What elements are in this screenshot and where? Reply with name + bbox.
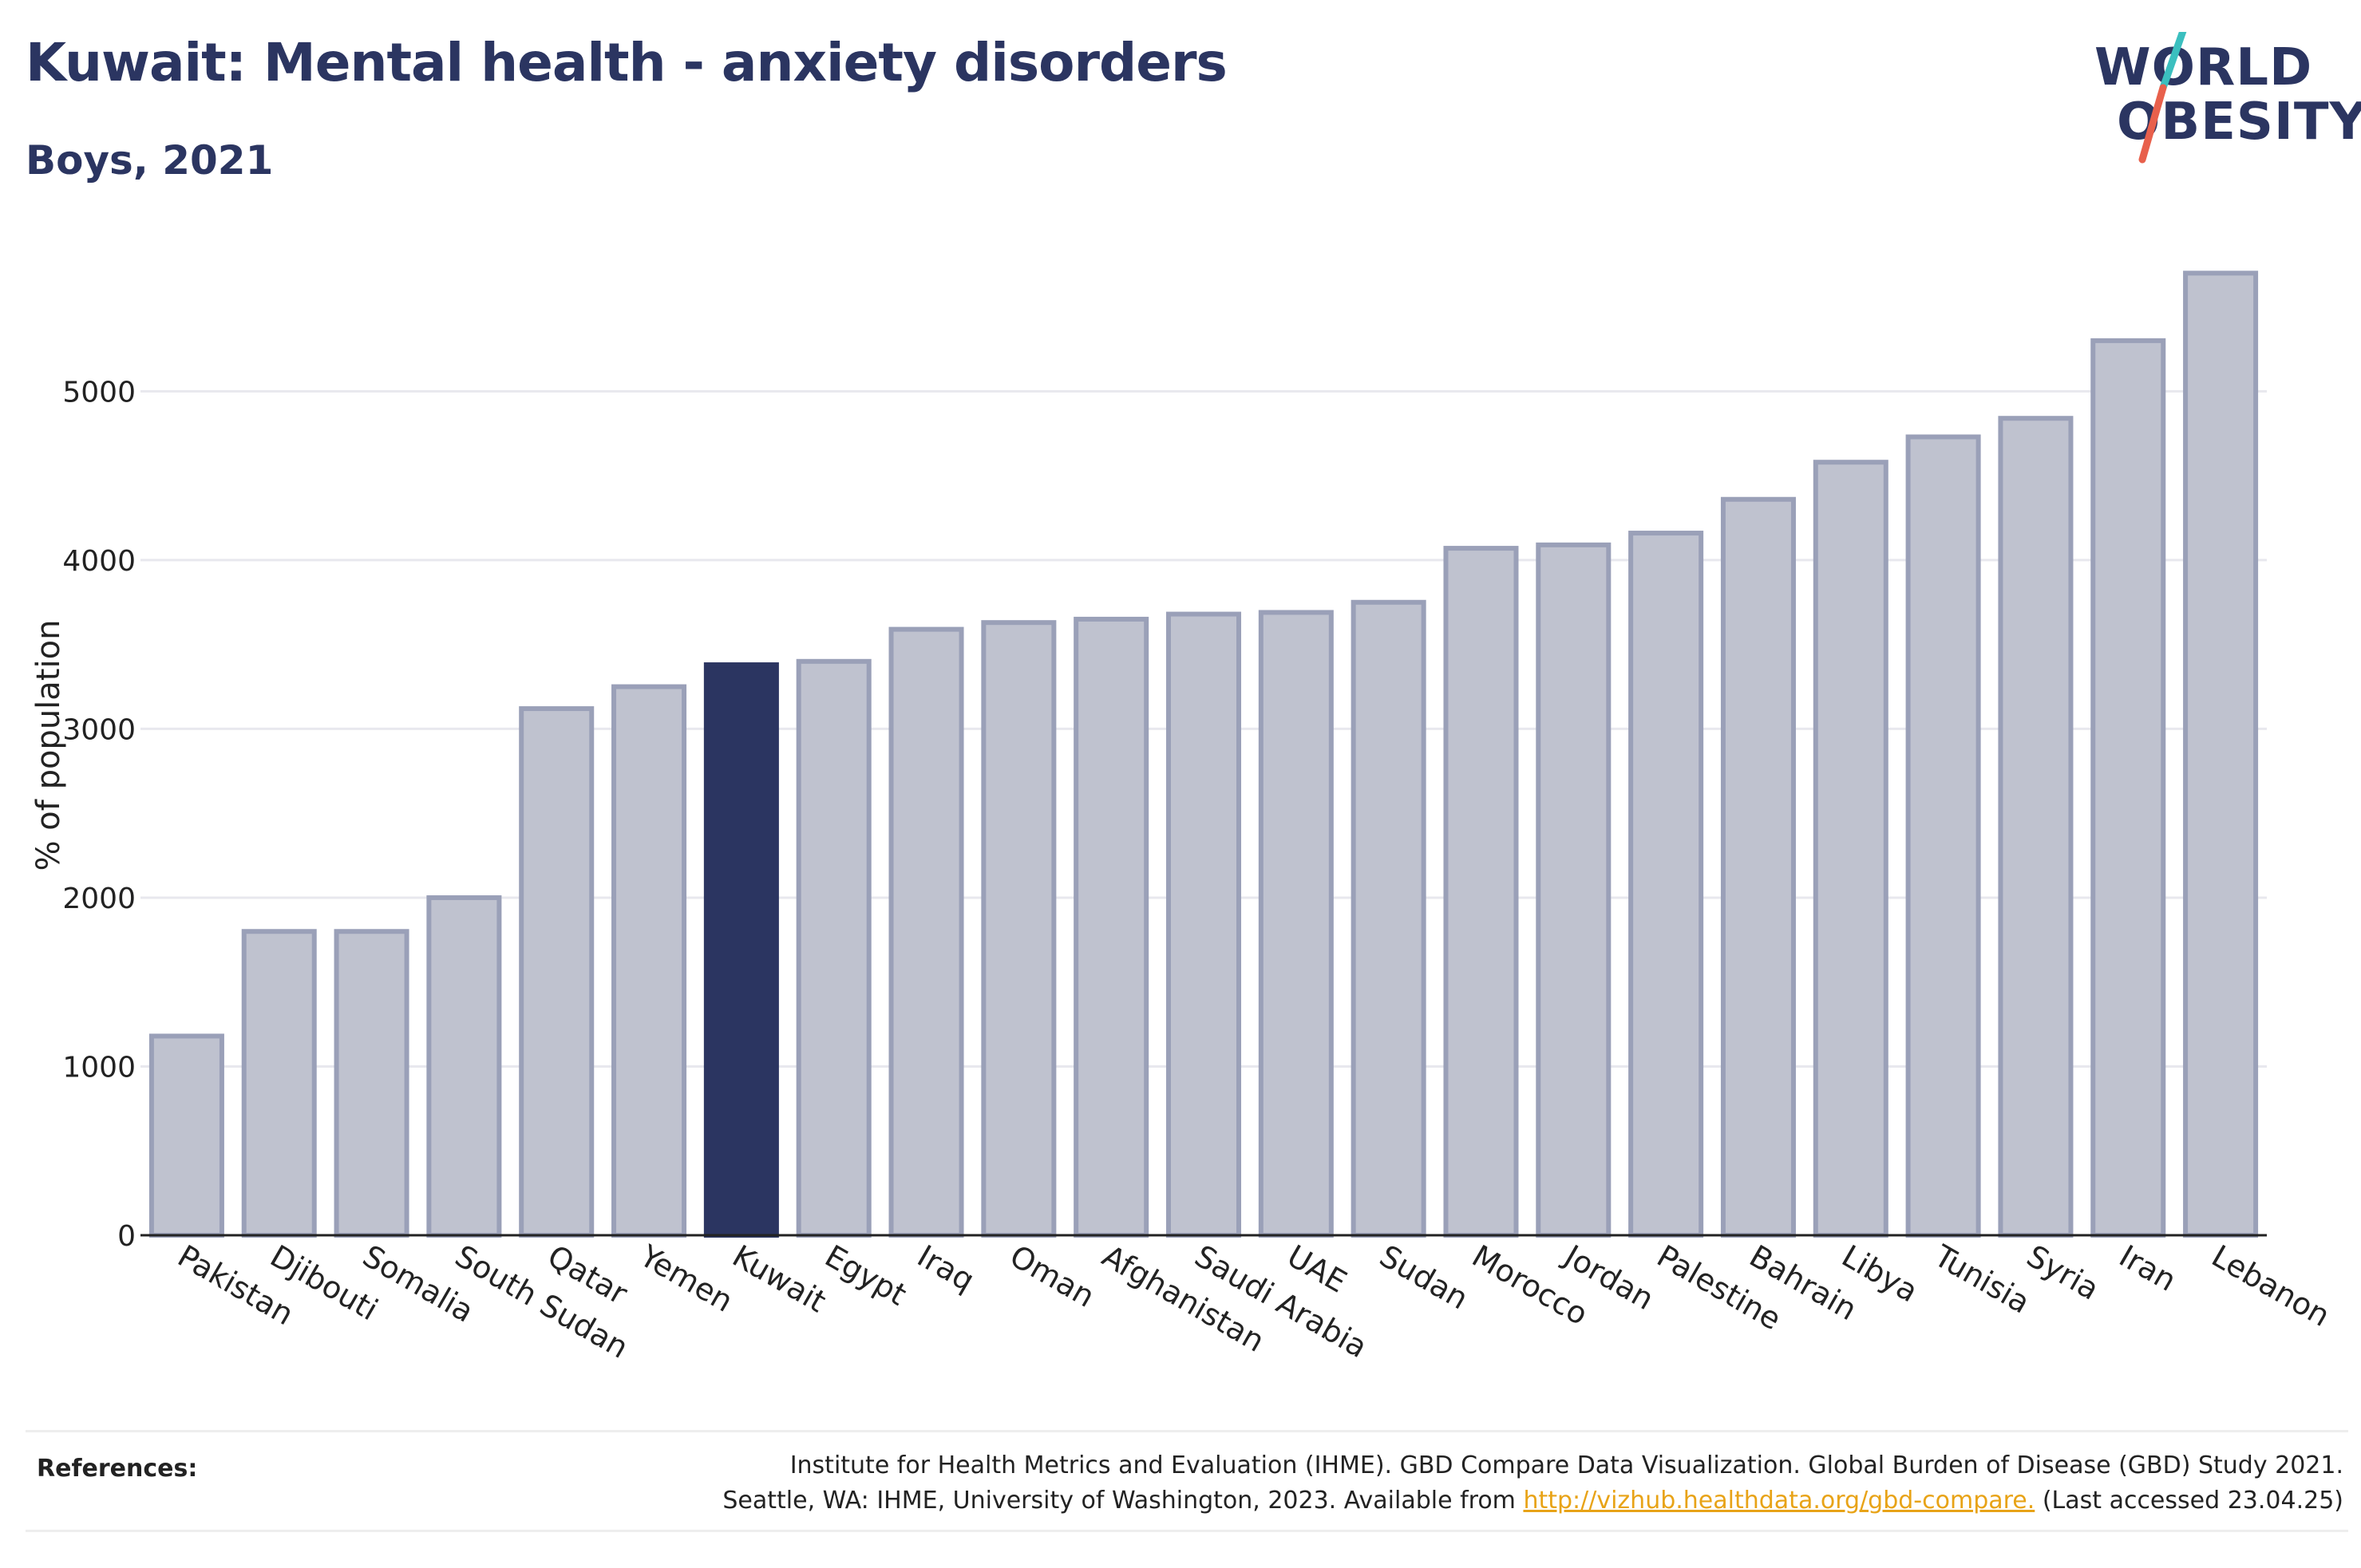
bar — [703, 662, 779, 1238]
chart-title: Kuwait: Mental health - anxiety disorder… — [26, 32, 1228, 93]
bar — [1628, 531, 1704, 1238]
y-axis-label: % of population — [30, 620, 67, 871]
references-panel: References: Institute for Health Metrics… — [26, 1430, 2348, 1532]
bar — [796, 658, 872, 1238]
bar — [148, 1033, 224, 1238]
y-tick-label: 3000 — [62, 713, 136, 746]
references-line-2-prefix: Seattle, WA: IHME, University of Washing… — [722, 1487, 1524, 1515]
bar — [888, 626, 964, 1238]
bar — [1258, 610, 1334, 1238]
bar — [2183, 271, 2259, 1238]
x-tick-label: Kuwait — [726, 1238, 832, 1320]
y-tick-label: 4000 — [62, 545, 136, 578]
logo-word-world: WORLD — [2094, 38, 2313, 97]
bar — [2090, 338, 2166, 1238]
y-tick-label: 1000 — [62, 1051, 136, 1084]
bar — [1165, 611, 1242, 1238]
bar — [426, 895, 502, 1238]
chart-subtitle: Boys, 2021 — [26, 137, 274, 184]
world-obesity-logo: WORLD OBESITY — [2075, 32, 2361, 176]
bar — [1443, 546, 1519, 1238]
x-tick-label: Lebanon — [2206, 1238, 2336, 1333]
x-tick-label: Iraq — [912, 1238, 980, 1298]
bar — [981, 620, 1057, 1238]
references-link[interactable]: http://vizhub.healthdata.org/gbd-compare… — [1523, 1487, 2035, 1515]
references-label: References: — [37, 1455, 198, 1483]
bar — [1720, 496, 1796, 1238]
x-tick-label: Egypt — [819, 1238, 912, 1313]
bar — [519, 706, 595, 1238]
x-tick-label: Sudan — [1374, 1238, 1474, 1317]
references-line-2: Seattle, WA: IHME, University of Washing… — [722, 1483, 2343, 1519]
x-tick-label: Yemen — [634, 1238, 739, 1319]
x-tick-label: Syria — [2021, 1238, 2105, 1307]
bar — [1351, 599, 1426, 1238]
x-tick-label: Oman — [1004, 1238, 1101, 1314]
bar — [1074, 616, 1149, 1238]
references-line-1: Institute for Health Metrics and Evaluat… — [789, 1451, 2343, 1479]
y-tick-label: 5000 — [62, 376, 136, 409]
bar — [334, 929, 409, 1238]
bar — [241, 929, 317, 1238]
references-text: Institute for Health Metrics and Evaluat… — [722, 1448, 2343, 1519]
bar — [1905, 434, 1981, 1238]
bar — [1536, 542, 1612, 1238]
y-tick-label: 2000 — [62, 883, 136, 915]
references-line-2-suffix: (Last accessed 23.04.25) — [2035, 1487, 2343, 1515]
y-tick-label: 0 — [117, 1220, 136, 1253]
x-tick-label: Tunisia — [1928, 1238, 2035, 1321]
bar — [611, 684, 687, 1238]
bar — [1998, 416, 2074, 1238]
bar — [1813, 460, 1888, 1238]
logo-slash-icon — [2138, 32, 2187, 164]
x-tick-label: Iran — [2114, 1238, 2182, 1298]
